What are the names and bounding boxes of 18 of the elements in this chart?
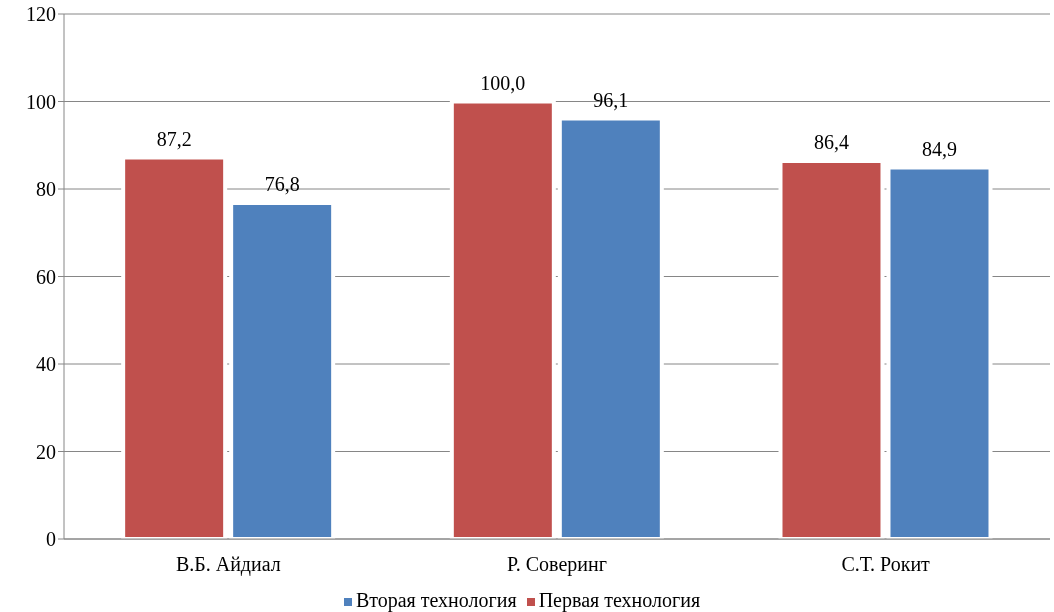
y-tick-label: 120 <box>26 3 56 26</box>
data-label: 84,9 <box>921 137 957 160</box>
data-label: 76,8 <box>264 173 300 195</box>
y-tick-label: 80 <box>36 178 56 201</box>
y-tick-label: 40 <box>36 353 56 376</box>
data-label: 87,2 <box>156 127 192 150</box>
x-tick-label: С.Т. Рокит <box>841 553 931 576</box>
y-tick-label: 20 <box>36 440 56 463</box>
y-tick-label: 60 <box>36 265 56 288</box>
x-tick-label: Р. Соверинг <box>507 553 607 577</box>
legend-label: Вторая технология <box>355 589 517 611</box>
data-label: 96,1 <box>593 88 629 111</box>
x-tick-label: В.Б. Айдиал <box>175 553 281 577</box>
legend-label: Первая технология <box>538 589 701 611</box>
y-tick-label: 0 <box>46 528 56 551</box>
data-label: 86,4 <box>813 131 849 153</box>
data-label: 100,0 <box>480 71 526 94</box>
y-tick-label: 100 <box>26 90 56 113</box>
